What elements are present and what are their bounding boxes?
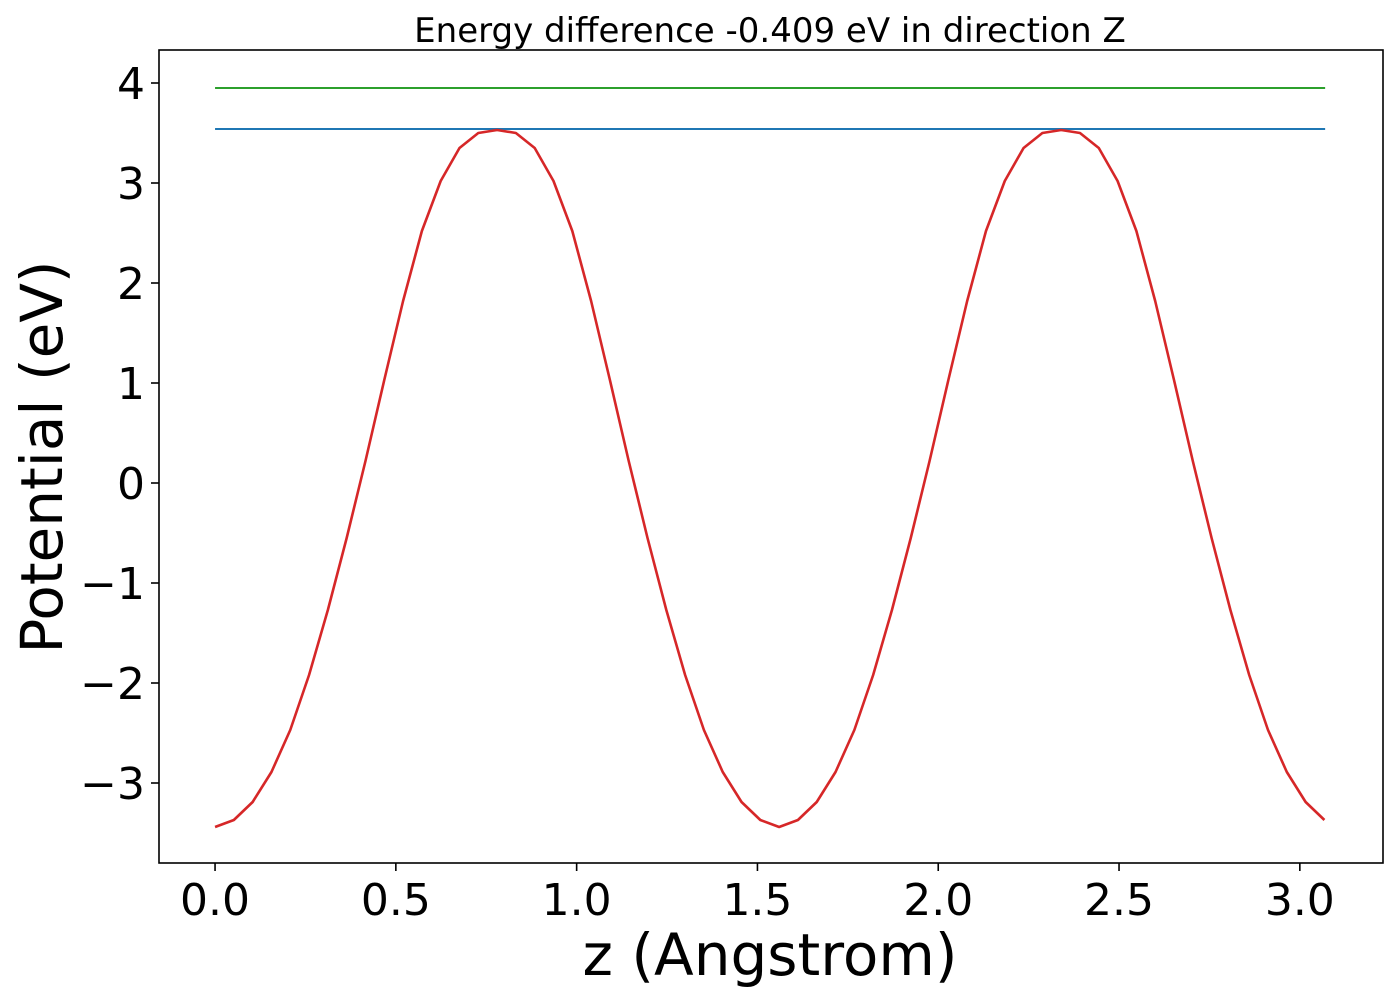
y-tick-label: 1 [117,359,145,410]
y-axis: −3 −2 −1 0 1 2 3 4 [80,59,159,810]
plot-frame [158,49,1384,864]
y-tick-label: −3 [80,759,145,810]
x-tick-label: 3.0 [1265,875,1335,926]
y-tick-label: −2 [80,659,145,710]
x-tick-label: 1.0 [542,875,612,926]
x-tick-label: 0.0 [180,875,250,926]
potential-curve [214,128,1326,829]
x-axis: 0.0 0.5 1.0 1.5 2.0 2.5 3.0 [180,863,1335,926]
y-tick-label: 4 [117,59,145,110]
y-tick-label: 3 [117,159,145,210]
x-tick-label: 2.0 [903,875,973,926]
y-tick-label: −1 [80,559,145,610]
y-tick-label: 2 [117,259,145,310]
chart-title: Energy difference -0.409 eV in direction… [414,11,1126,51]
x-axis-title: z (Angstrom) [583,921,958,989]
y-tick-label: 0 [117,459,145,510]
x-tick-label: 2.5 [1084,875,1154,926]
y-axis-title: Potential (eV) [8,260,76,653]
plot-lines [214,87,1326,829]
x-tick-label: 1.5 [722,875,792,926]
x-tick-label: 0.5 [361,875,431,926]
